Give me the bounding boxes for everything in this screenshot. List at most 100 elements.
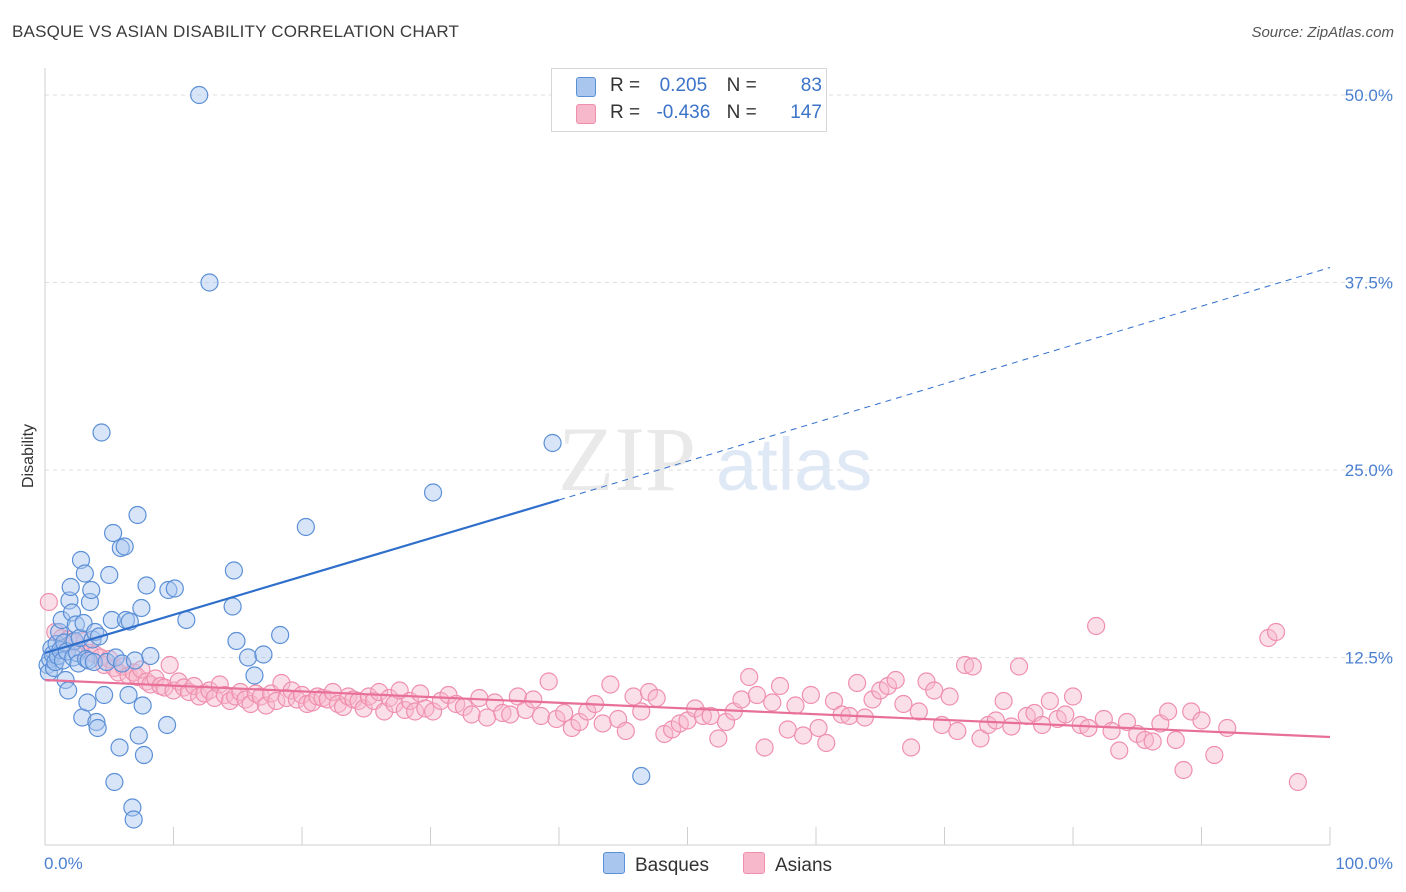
data-point (119, 685, 138, 705)
legend-r-value: 0.205 (659, 75, 708, 96)
data-point (462, 705, 481, 724)
data-point (1102, 721, 1121, 741)
data-point (948, 721, 967, 741)
data-point (770, 676, 790, 696)
data-point (224, 561, 243, 580)
data-point (296, 517, 315, 537)
data-point (124, 810, 143, 829)
data-point (132, 660, 151, 679)
data-point (647, 688, 666, 708)
bottom-legend-label-basques: Basques (635, 855, 709, 876)
data-point (524, 690, 543, 709)
data-point (493, 703, 512, 723)
series-basques (38, 85, 651, 829)
data-point (1174, 760, 1193, 780)
series-asians (39, 592, 1307, 792)
legend-n-label: N = (726, 75, 757, 96)
data-point (940, 687, 959, 706)
data-point (95, 685, 114, 705)
data-point (271, 625, 290, 645)
y-tick-label: 25.0% (1345, 461, 1393, 480)
data-point (141, 646, 160, 666)
data-point (71, 550, 91, 570)
data-point (53, 651, 73, 670)
data-point (740, 667, 759, 687)
data-point (1205, 745, 1224, 765)
data-point (894, 694, 913, 714)
data-point (227, 631, 246, 651)
data-point (955, 655, 975, 675)
data-point (886, 670, 905, 690)
watermark-atlas: atlas (716, 423, 872, 506)
tick-labels: 12.5% 25.0% 37.5% 50.0% 0.0% 100.0% (44, 86, 1393, 873)
data-point (986, 711, 1006, 730)
data-point (370, 682, 389, 702)
data-point (375, 702, 394, 721)
data-point (423, 483, 443, 502)
data-point (159, 580, 178, 600)
data-point (1182, 702, 1201, 721)
data-point (1079, 718, 1098, 738)
data-point (52, 610, 71, 630)
data-point (747, 685, 766, 705)
data-point (801, 685, 820, 705)
data-point (1192, 711, 1211, 730)
data-point (1002, 717, 1021, 736)
data-point (501, 705, 520, 724)
source-label: Source: ZipAtlas.com (1251, 24, 1394, 41)
data-point (267, 691, 286, 711)
data-point (786, 696, 805, 715)
data-point (97, 652, 116, 672)
data-point (380, 688, 399, 708)
data-point (1040, 691, 1059, 711)
data-point (177, 610, 196, 630)
data-point (59, 681, 78, 700)
data-point (115, 537, 134, 556)
data-point (778, 720, 797, 739)
legend: R = 0.205 N = 83 R = -0.436 N = 147 (551, 68, 827, 132)
data-point (994, 691, 1013, 711)
data-point (593, 714, 612, 733)
data-point (129, 726, 148, 745)
legend-n-value: 147 (790, 102, 822, 123)
data-point (245, 666, 264, 685)
data-point (157, 715, 177, 735)
data-point (128, 505, 147, 525)
data-point (543, 433, 562, 453)
data-point (134, 745, 154, 765)
trend-line-basques (44, 498, 560, 655)
data-point (82, 580, 101, 600)
data-point (1135, 730, 1155, 750)
data-point (539, 672, 558, 691)
data-point (405, 702, 425, 721)
legend-swatch-basques (576, 77, 596, 97)
data-point (241, 694, 260, 714)
data-point (909, 702, 928, 721)
data-point (1063, 687, 1083, 706)
watermark: ZIP atlas (558, 408, 872, 510)
y-tick-label: 12.5% (1345, 649, 1393, 668)
data-point (732, 690, 751, 709)
legend-swatch-asians (576, 104, 596, 124)
y-tick-label: 37.5% (1345, 274, 1393, 293)
data-point (354, 699, 373, 718)
data-point (1110, 741, 1129, 760)
data-point (62, 603, 82, 622)
y-tick-label: 50.0% (1345, 86, 1393, 105)
data-point (160, 655, 179, 675)
data-point (39, 592, 58, 612)
data-point (817, 733, 836, 753)
legend-r-value: -0.436 (656, 102, 711, 123)
data-point (632, 766, 651, 786)
data-point (66, 615, 85, 634)
data-point (254, 645, 273, 664)
data-point (555, 703, 574, 723)
data-point (1009, 657, 1029, 676)
bottom-legend-swatch-basques (603, 852, 625, 874)
data-point (179, 682, 199, 702)
data-point (794, 726, 813, 745)
y-axis-label: Disability (20, 424, 37, 488)
data-point (125, 651, 145, 670)
chart-title: BASQUE VS ASIAN DISABILITY CORRELATION C… (12, 22, 460, 41)
